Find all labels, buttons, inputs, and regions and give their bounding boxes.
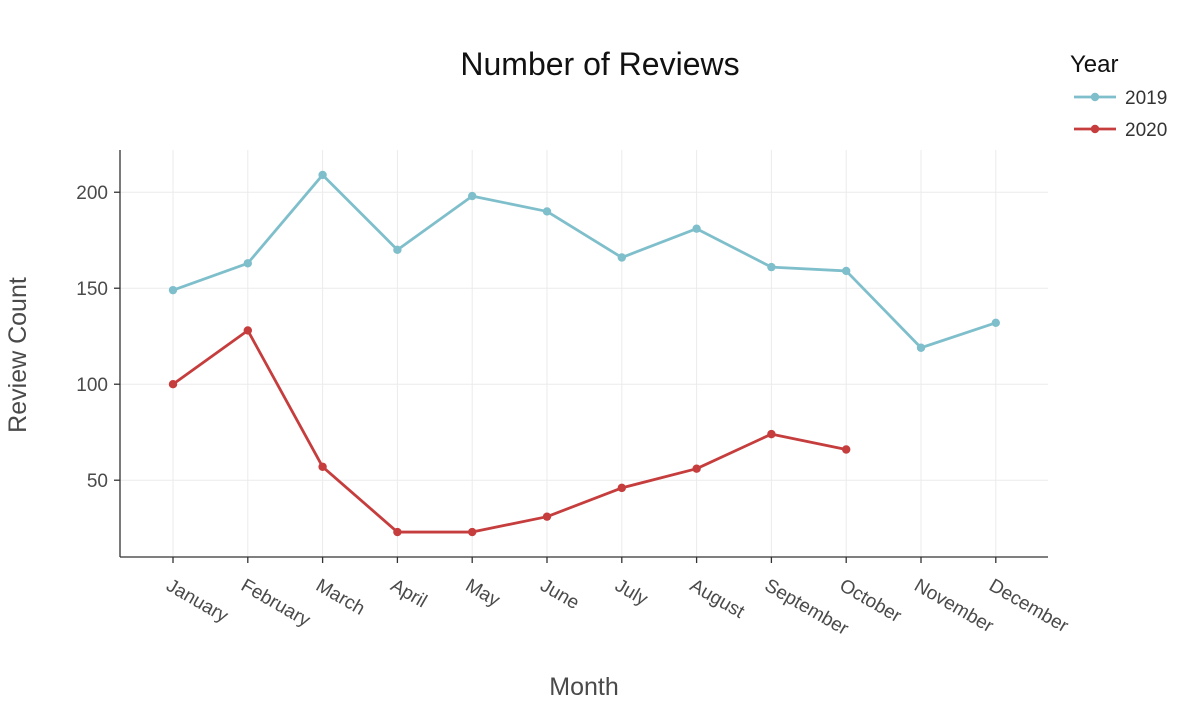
- data-point: [767, 429, 776, 439]
- x-tick-label-february: February: [237, 575, 314, 631]
- data-point: [468, 191, 477, 201]
- y-tick-label: 50: [87, 471, 108, 492]
- x-tick-label-september: September: [761, 575, 853, 640]
- legend: Year 2019 2020: [1070, 51, 1167, 141]
- legend-items: 2019 2020: [1074, 88, 1167, 141]
- data-point: [393, 245, 402, 255]
- data-point: [692, 224, 701, 233]
- data-point: [692, 464, 701, 473]
- x-tick-label-november: November: [911, 575, 998, 637]
- series-line-2019: [172, 173, 997, 350]
- data-point: [318, 170, 327, 180]
- data-point: [393, 527, 402, 537]
- data-point: [767, 262, 776, 272]
- series-line-2020: [172, 329, 847, 534]
- data-point: [842, 266, 851, 276]
- x-tick-label-march: March: [312, 575, 368, 620]
- grid: [120, 150, 1048, 557]
- legend-swatch-point: [1090, 124, 1100, 134]
- legend-item-2020: 2020: [1074, 120, 1167, 141]
- data-point: [617, 253, 626, 262]
- x-tick-label-january: January: [163, 575, 232, 627]
- data-point: [916, 343, 926, 352]
- data-point: [168, 380, 178, 389]
- series-2019: [168, 170, 1000, 352]
- legend-title: Year: [1070, 51, 1119, 78]
- x-tick-label-april: April: [387, 575, 430, 612]
- series: [168, 170, 1000, 537]
- legend-label: 2019: [1125, 88, 1167, 109]
- data-point: [542, 512, 552, 521]
- x-tick-label-july: July: [611, 575, 651, 610]
- x-tick-label-may: May: [462, 575, 504, 611]
- y-axis-title: Review Count: [4, 277, 32, 433]
- data-point: [617, 483, 626, 493]
- chart-title: Number of Reviews: [460, 46, 739, 82]
- data-point: [542, 207, 552, 216]
- x-axis-title: Month: [549, 673, 618, 701]
- y-tick-label: 100: [76, 375, 108, 396]
- data-point: [468, 527, 477, 537]
- data-point: [991, 318, 1000, 327]
- data-point: [243, 326, 252, 335]
- x-tick-label-december: December: [985, 575, 1072, 637]
- y-tick-label: 200: [76, 183, 108, 204]
- series-2020: [168, 326, 851, 537]
- legend-label: 2020: [1125, 120, 1167, 141]
- data-point: [168, 285, 178, 295]
- data-point: [842, 445, 851, 454]
- x-tick-label-august: August: [686, 575, 748, 623]
- legend-swatch-point: [1090, 92, 1100, 102]
- data-point: [243, 259, 252, 268]
- axes: [119, 150, 1048, 558]
- x-tick-label-june: June: [537, 575, 583, 614]
- y-tick-label: 150: [76, 279, 108, 300]
- data-point: [318, 462, 327, 471]
- legend-item-2019: 2019: [1074, 88, 1167, 109]
